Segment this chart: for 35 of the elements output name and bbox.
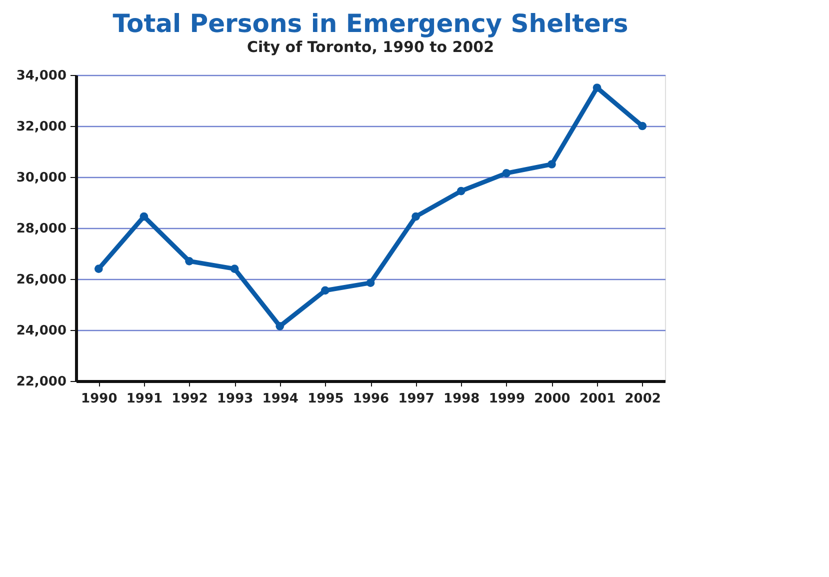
y-tick-label: 34,000	[16, 68, 66, 84]
x-tick-label: 1991	[126, 392, 163, 406]
point	[548, 160, 556, 168]
y-tick-label: 32,000	[16, 120, 66, 134]
x-tick-label: 2000	[534, 392, 570, 406]
chart-title: Total Persons in Emergency Shelters	[112, 9, 628, 38]
y-tick-label: 28,000	[16, 222, 66, 236]
y-tick-label: 22,000	[16, 374, 66, 390]
point	[638, 122, 647, 130]
x-tick-label: 1993	[216, 392, 254, 406]
x-tick-label: 2001	[579, 392, 616, 406]
x-tick-label: 1999	[488, 392, 526, 406]
y-tick-label: 30,000	[16, 170, 66, 186]
point	[230, 264, 239, 273]
x-tick-label: 1997	[398, 392, 434, 406]
x-tick-label: 2002	[624, 392, 661, 406]
y-tick-label: 26,000	[16, 272, 66, 288]
point	[456, 186, 466, 196]
point	[185, 256, 194, 266]
x-tick-label: 1995	[308, 392, 344, 406]
point	[321, 286, 330, 295]
point	[140, 212, 148, 221]
x-tick-label: 1992	[172, 392, 208, 406]
x-tick-label: 1990	[81, 392, 118, 406]
y-tick-label: 24,000	[16, 324, 66, 338]
point	[94, 264, 103, 273]
chart-subtitle: City of Toronto, 1990 to 2002	[246, 38, 494, 56]
point	[592, 84, 602, 92]
x-tick-label: 1996	[352, 392, 390, 406]
point	[276, 322, 284, 330]
x-tick-label: 1998	[444, 392, 480, 406]
point	[502, 169, 511, 178]
point	[412, 212, 420, 221]
x-tick-label: 1994	[262, 392, 298, 406]
point	[366, 278, 375, 287]
